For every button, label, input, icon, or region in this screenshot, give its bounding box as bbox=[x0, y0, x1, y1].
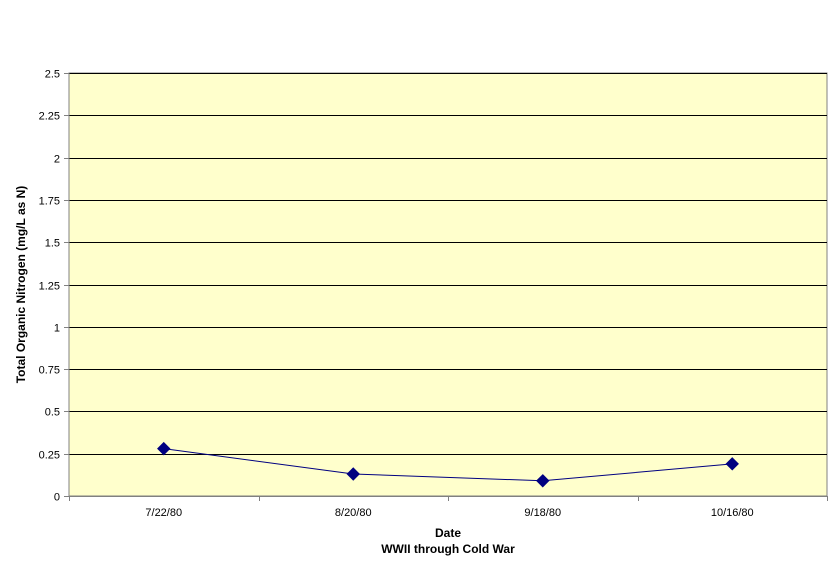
y-tick-label: 2.25 bbox=[39, 111, 60, 123]
data-point bbox=[157, 441, 171, 456]
y-axis-title: Total Organic Nitrogen (mg/L as N) bbox=[14, 186, 28, 384]
series-group bbox=[157, 441, 739, 488]
y-axis: 0 0.25 0.5 0.75 1 1.25 1.5 1.75 2 2.25 2.5 bbox=[39, 69, 70, 504]
x-tick-label: 7/22/80 bbox=[145, 507, 182, 519]
y-tick-label: 2 bbox=[54, 154, 60, 166]
x-axis-subtitle: WWII through Cold War bbox=[381, 542, 515, 556]
gridlines bbox=[69, 73, 827, 455]
x-tick-label: 9/18/80 bbox=[524, 507, 561, 519]
data-point bbox=[536, 474, 550, 488]
y-tick-label: 1.5 bbox=[45, 238, 60, 250]
data-point bbox=[725, 457, 739, 471]
x-axis: 7/22/80 8/20/80 9/18/80 10/16/80 bbox=[69, 496, 828, 519]
y-tick-label: 0.75 bbox=[39, 365, 60, 377]
y-tick-label: 1 bbox=[54, 323, 60, 335]
y-tick-label: 0 bbox=[54, 492, 60, 504]
y-tick-label: 2.5 bbox=[45, 69, 60, 81]
y-tick-label: 0.5 bbox=[45, 407, 60, 419]
x-tick-label: 10/16/80 bbox=[711, 507, 754, 519]
y-tick-label: 1.75 bbox=[39, 196, 60, 208]
x-axis-title: Date bbox=[435, 526, 461, 540]
plot-area bbox=[68, 72, 828, 497]
data-point bbox=[346, 467, 360, 481]
series-line bbox=[163, 448, 733, 482]
y-tick-label: 1.25 bbox=[39, 281, 60, 293]
x-tick-label: 8/20/80 bbox=[335, 507, 372, 519]
y-tick-label: 0.25 bbox=[39, 450, 60, 462]
